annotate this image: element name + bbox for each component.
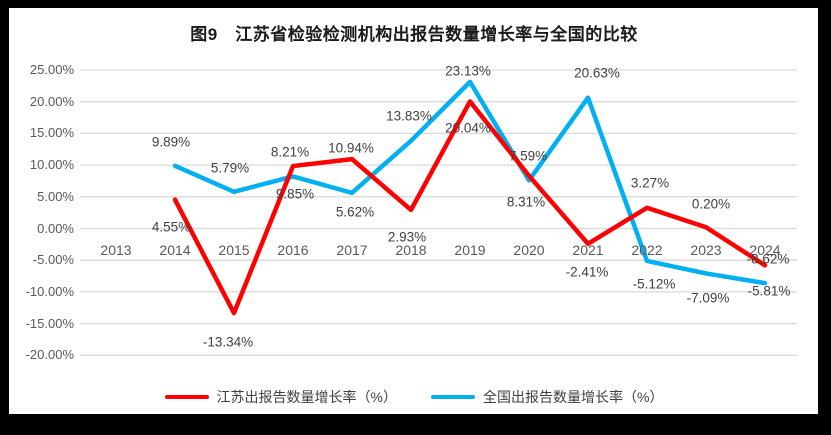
national-data-label-2023: -7.09% bbox=[686, 290, 730, 306]
national-series-line bbox=[172, 79, 768, 286]
jiangsu-data-label-2016: 9.85% bbox=[275, 186, 315, 202]
legend-item-national: 全国出报告数量增长率（%） bbox=[431, 387, 663, 407]
jiangsu-data-label-2024: -5.81% bbox=[747, 283, 791, 299]
chart-title: 图9 江苏省检验检测机构出报告数量增长率与全国的比较 bbox=[190, 25, 638, 44]
national-data-label-2017: 5.62% bbox=[335, 204, 375, 220]
national-data-label-2015: 5.79% bbox=[210, 160, 250, 176]
national-data-label-2019: 23.13% bbox=[445, 63, 491, 79]
y-tick-label: 10.00% bbox=[29, 157, 74, 173]
y-tick-label: 5.00% bbox=[37, 188, 74, 204]
jiangsu-data-label-2022: 3.27% bbox=[630, 175, 670, 191]
legend-label-national: 全国出报告数量增长率（%） bbox=[483, 389, 664, 405]
jiangsu-data-label-2014: 4.55% bbox=[151, 219, 191, 235]
x-category-label: 2021 bbox=[572, 242, 604, 258]
national-data-label-2022: -5.12% bbox=[632, 276, 676, 292]
y-tick-label: -20.00% bbox=[25, 347, 74, 363]
y-tick-label: -15.00% bbox=[25, 315, 74, 331]
jiangsu-data-label-2017: 10.94% bbox=[328, 140, 374, 156]
x-category-label: 2016 bbox=[277, 242, 309, 258]
x-category-label: 2015 bbox=[218, 242, 250, 258]
x-category-label: 2017 bbox=[336, 242, 368, 258]
jiangsu-line-swatch-icon bbox=[164, 395, 209, 399]
x-category-label: 2020 bbox=[513, 242, 545, 258]
national-data-label-2018: 13.83% bbox=[386, 108, 432, 124]
y-tick-label: 0.00% bbox=[37, 220, 74, 236]
y-tick-label: -5.00% bbox=[32, 252, 74, 268]
y-tick-label: 15.00% bbox=[29, 125, 74, 141]
legend: 江苏出报告数量增长率（%） 全国出报告数量增长率（%） bbox=[10, 387, 818, 407]
national-data-label-2024: -8.62% bbox=[746, 251, 790, 267]
chart-background bbox=[9, 8, 818, 414]
jiangsu-data-label-2020: 8.31% bbox=[506, 194, 546, 210]
jiangsu-series-line bbox=[172, 99, 768, 316]
legend-item-jiangsu: 江苏出报告数量增长率（%） bbox=[164, 387, 397, 407]
x-category-label: 2014 bbox=[159, 242, 191, 258]
x-category-label: 2019 bbox=[454, 242, 486, 258]
x-category-label: 2024 bbox=[749, 242, 781, 258]
jiangsu-data-label-2021: -2.41% bbox=[565, 264, 609, 280]
national-data-label-2021: 20.63% bbox=[574, 65, 620, 81]
national-data-label-2020: 7.59% bbox=[508, 148, 548, 164]
legend-label-jiangsu: 江苏出报告数量增长率（%） bbox=[216, 389, 397, 405]
x-category-label: 2018 bbox=[395, 242, 427, 258]
y-tick-label: 25.00% bbox=[29, 62, 74, 77]
x-category-label: 2013 bbox=[100, 242, 132, 258]
national-data-label-2016: 8.21% bbox=[270, 144, 310, 160]
x-category-label: 2023 bbox=[690, 242, 722, 258]
y-tick-label: -10.00% bbox=[25, 283, 74, 299]
national-line-swatch-icon bbox=[431, 395, 475, 399]
jiangsu-data-label-2018: 2.93% bbox=[387, 229, 427, 245]
x-category-label: 2022 bbox=[631, 242, 663, 258]
y-tick-label: 20.00% bbox=[29, 93, 74, 109]
jiangsu-data-label-2023: 0.20% bbox=[691, 196, 731, 212]
national-data-label-2014: 9.89% bbox=[151, 134, 191, 150]
jiangsu-data-label-2019: 20.04% bbox=[445, 120, 491, 136]
jiangsu-data-label-2015: -13.34% bbox=[202, 334, 254, 350]
